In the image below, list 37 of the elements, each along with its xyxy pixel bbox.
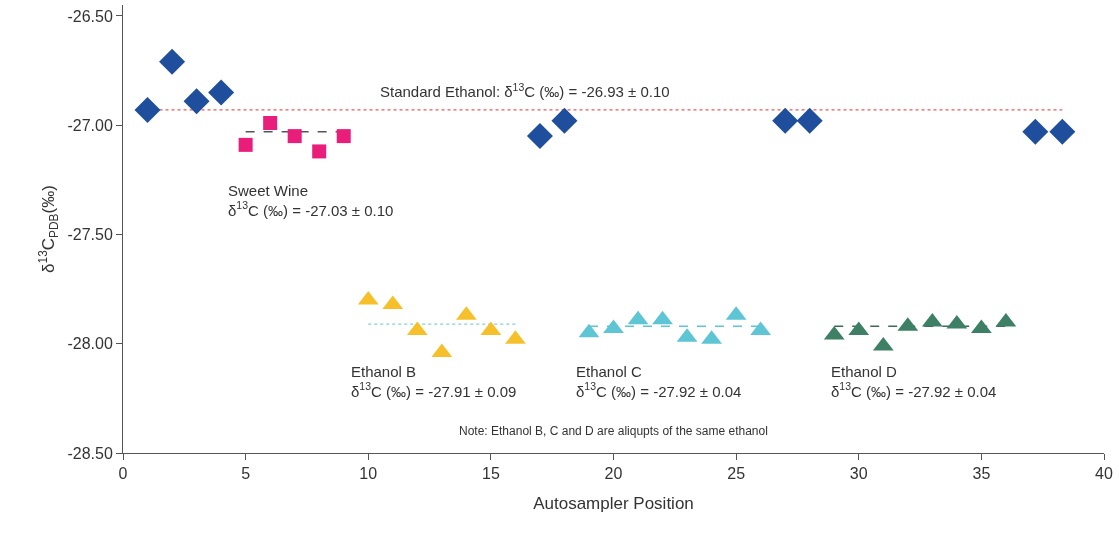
y-tick-label: -27.50 bbox=[67, 226, 113, 244]
y-tick-label: -28.00 bbox=[67, 335, 113, 353]
x-axis-title: Autosampler Position bbox=[533, 493, 694, 513]
point bbox=[312, 144, 327, 159]
x-tick-label: 40 bbox=[1095, 465, 1113, 483]
point bbox=[134, 96, 161, 123]
annotation: Note: Ethanol B, C and D are aliqupts of the same ethanol bbox=[459, 424, 768, 438]
x-tick-label: 30 bbox=[849, 465, 868, 483]
x-tick-label: 0 bbox=[118, 465, 128, 483]
annotation: Standard Ethanol: δ$^{13}$C (‰) = -26.93 ± 0.10 bbox=[380, 81, 670, 101]
x-tick-label: 15 bbox=[481, 465, 500, 483]
x-tick-label: 5 bbox=[241, 465, 251, 483]
point bbox=[1049, 118, 1076, 145]
point bbox=[263, 116, 278, 131]
x-tick-label: 10 bbox=[359, 465, 378, 483]
annotation: Ethanol C δ$^{13}$C (‰) = -27.92 ± 0.04 bbox=[576, 363, 742, 400]
annotation: Ethanol B δ$^{13}$C (‰) = -27.91 ± 0.09 bbox=[351, 363, 517, 400]
point bbox=[238, 137, 253, 152]
point bbox=[183, 88, 210, 115]
point bbox=[551, 107, 578, 134]
annotation: Sweet Wine δ$^{13}$C (‰) = -27.03 ± 0.10 bbox=[228, 182, 394, 219]
point bbox=[159, 48, 186, 75]
annotation: Ethanol D δ$^{13}$C (‰) = -27.92 ± 0.04 bbox=[831, 363, 997, 400]
point bbox=[526, 123, 553, 150]
y-tick-label: -28.50 bbox=[67, 444, 113, 462]
point bbox=[796, 107, 823, 134]
x-tick-label: 20 bbox=[604, 465, 623, 483]
point bbox=[1022, 118, 1049, 145]
point bbox=[652, 310, 673, 325]
y-tick-label: -26.50 bbox=[67, 7, 113, 25]
point bbox=[772, 107, 799, 134]
point bbox=[208, 79, 235, 106]
y-tick-label: -27.00 bbox=[67, 116, 113, 134]
x-tick-label: 35 bbox=[972, 465, 991, 483]
x-tick-label: 25 bbox=[727, 465, 746, 483]
point bbox=[287, 129, 302, 144]
point bbox=[336, 129, 351, 144]
